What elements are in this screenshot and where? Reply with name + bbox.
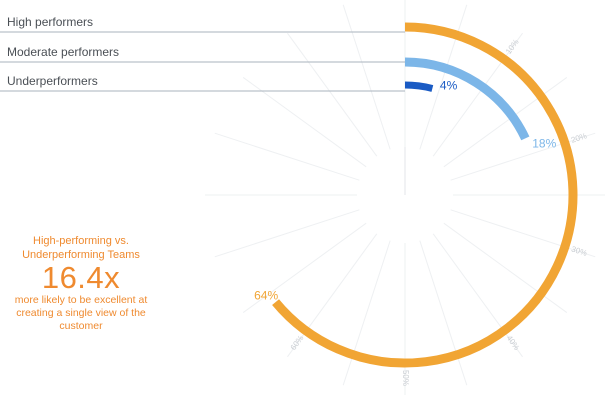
gridline-45 bbox=[419, 240, 468, 386]
callout-figure: 16.4x bbox=[41, 260, 121, 295]
callout-heading: High-performing vs. Underperforming Team… bbox=[22, 235, 140, 261]
legend-label-moderate-performers: Moderate performers bbox=[7, 45, 119, 59]
gridline-5 bbox=[419, 4, 468, 150]
legend-label-high-performers: High performers bbox=[7, 15, 93, 29]
gridline-10 bbox=[432, 32, 523, 157]
chart-arcs bbox=[272, 22, 578, 368]
gridline-15 bbox=[443, 77, 568, 168]
tick-label-20: 20% bbox=[570, 131, 588, 145]
chart-gridlines bbox=[205, 0, 605, 395]
tick-label-10: 10% bbox=[504, 38, 521, 56]
arc-underperformers bbox=[404, 81, 434, 92]
tick-label-60: 60% bbox=[289, 334, 306, 352]
tick-label-40: 40% bbox=[505, 334, 522, 352]
callout-text: more likely to be excellent at creating … bbox=[14, 294, 148, 332]
arc-moderate-performers bbox=[404, 57, 530, 141]
value-label-high-performers: 64% bbox=[254, 289, 278, 303]
gridline-40 bbox=[432, 233, 523, 358]
gridline-30 bbox=[450, 209, 596, 258]
gridline-55 bbox=[342, 240, 391, 386]
gridline-35 bbox=[443, 222, 568, 313]
chart-legend: High performers Moderate performers Underp… bbox=[0, 15, 405, 92]
gridline-80 bbox=[214, 132, 360, 181]
arc-high-performers bbox=[272, 22, 578, 368]
tick-label-30: 30% bbox=[570, 244, 588, 258]
gridline-95 bbox=[342, 4, 391, 150]
gridline-85 bbox=[242, 77, 367, 168]
gridline-60 bbox=[287, 233, 378, 358]
tick-label-50: 50% bbox=[401, 370, 410, 386]
value-label-underperformers: 4% bbox=[440, 79, 458, 93]
legend-label-underperformers: Underperformers bbox=[7, 74, 98, 88]
stat-callout: High-performing vs. Underperforming Team… bbox=[6, 234, 156, 333]
chart-value-labels: 64% 18% 4% bbox=[254, 79, 556, 303]
gridline-90 bbox=[287, 32, 378, 157]
gridline-70 bbox=[214, 209, 360, 258]
chart-tick-labels: 10% 20% 30% 40% 50% 60% bbox=[289, 38, 588, 386]
gridline-65 bbox=[242, 222, 367, 313]
gridline-20 bbox=[450, 132, 596, 181]
value-label-moderate-performers: 18% bbox=[532, 136, 556, 150]
